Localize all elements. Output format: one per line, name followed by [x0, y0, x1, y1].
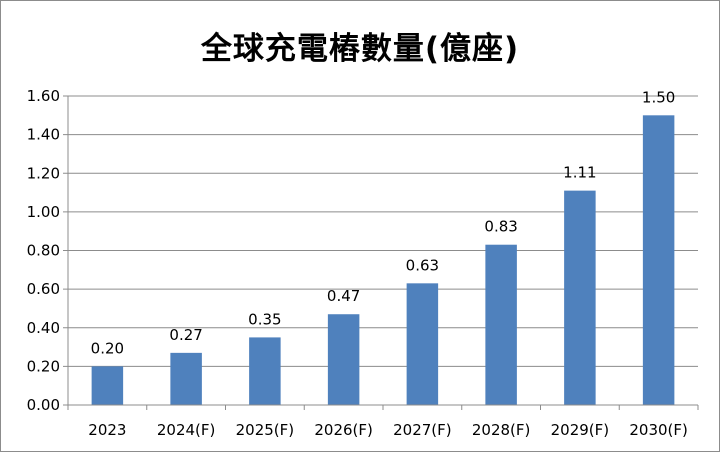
x-tick-label: 2027(F) [393, 421, 452, 439]
x-tick-label: 2023 [88, 421, 126, 439]
y-tick-label: 0.80 [27, 242, 60, 260]
data-label: 0.63 [406, 256, 439, 274]
bar [564, 190, 596, 405]
bar [91, 366, 124, 405]
gridlines [68, 95, 698, 406]
data-label: 1.11 [563, 164, 596, 182]
data-label: 0.27 [169, 326, 202, 344]
x-tick-label: 2028(F) [472, 421, 531, 439]
bar [249, 337, 281, 405]
bar [327, 314, 360, 405]
data-label: 1.50 [642, 88, 675, 106]
y-tick-label: 1.40 [27, 126, 60, 144]
y-tick-labels: 0.00 0.20 0.40 0.60 0.80 1.00 1.20 1.40 1.60 [27, 87, 60, 414]
x-tick-label: 2026(F) [314, 421, 373, 439]
data-label: 0.83 [484, 218, 517, 236]
x-tick-label: 2025(F) [236, 421, 295, 439]
y-tick-label: 1.00 [27, 203, 60, 221]
y-tick-label: 0.20 [27, 357, 60, 375]
bar [406, 283, 439, 405]
bar [642, 115, 675, 405]
data-label: 0.35 [248, 310, 281, 328]
chart-title: 全球充電樁數量(億座) [200, 31, 520, 67]
y-tick-label: 0.40 [27, 319, 60, 337]
x-tick-label: 2029(F) [551, 421, 610, 439]
bars [91, 115, 675, 405]
y-tick-label: 0.00 [27, 396, 60, 414]
x-tick-label: 2024(F) [157, 421, 216, 439]
y-tick-label: 1.20 [27, 164, 60, 182]
y-tick-label: 0.60 [27, 280, 60, 298]
x-tick-labels: 2023 2024(F) 2025(F) 2026(F) 2027(F) 2028(F) 2… [88, 421, 688, 439]
axes [63, 95, 699, 410]
x-tick-label: 2030(F) [629, 421, 688, 439]
bar [485, 244, 517, 405]
data-label: 0.20 [91, 339, 124, 357]
data-label: 0.47 [327, 287, 360, 305]
data-labels: 0.20 0.27 0.35 0.47 0.63 0.83 1.11 1.50 [91, 88, 676, 357]
bar [170, 352, 202, 405]
y-tick-label: 1.60 [27, 87, 60, 105]
